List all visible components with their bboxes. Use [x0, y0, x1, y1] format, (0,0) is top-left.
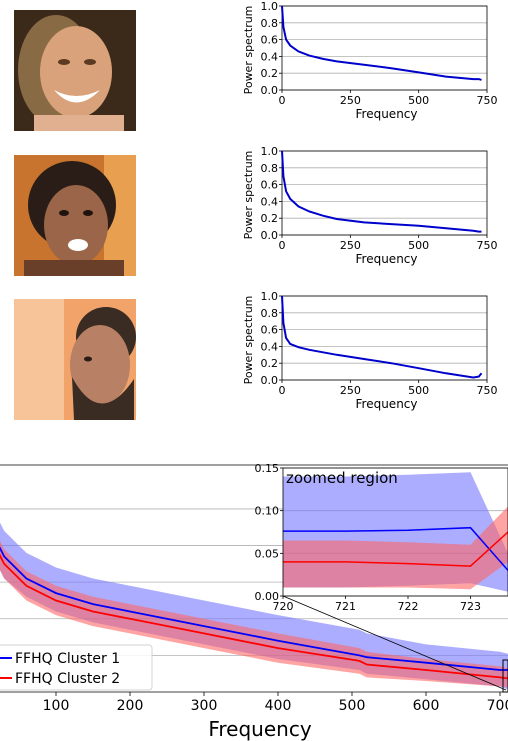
x-tick-label: 700: [487, 698, 508, 714]
y-tick-label: 0.0: [261, 84, 279, 97]
y-tick-label: 0.0: [261, 229, 279, 242]
y-tick-label: 0.6: [261, 324, 279, 337]
inset-x-tick-label: 722: [398, 600, 419, 613]
y-axis-label: Power spectrum: [242, 296, 255, 385]
plot-frame: [281, 295, 488, 381]
x-axis-label: Frequency: [356, 252, 418, 266]
x-axis-label: Frequency: [356, 397, 418, 411]
inset-y-tick-label: 0.15: [255, 462, 280, 475]
y-tick-label: 0.4: [261, 340, 279, 353]
x-tick-label: 0: [279, 384, 286, 397]
comparison-chart: 100 200 300 400 500 600 700 Frequency FFHQ Clust…: [0, 462, 508, 741]
spectrum-line: [281, 5, 482, 81]
face-photo-2-icon: [14, 155, 136, 276]
x-tick-label: 250: [340, 239, 361, 252]
mean-line-series-1: [0, 546, 508, 671]
x-axis-label: Frequency: [208, 717, 311, 741]
inset-y-tick-label: 0.00: [255, 590, 280, 603]
legend-box: [0, 644, 153, 691]
x-tick-label: 200: [117, 698, 144, 714]
x-tick-label: 300: [191, 698, 218, 714]
legend-label: FFHQ Cluster 1: [15, 651, 120, 667]
x-tick-label: 500: [408, 94, 429, 107]
inset-x-tick-label: 721: [335, 600, 356, 613]
face-thumbnail-2: [14, 155, 136, 276]
x-tick-label: 500: [408, 384, 429, 397]
face-thumbnail-1: [14, 10, 136, 131]
zoom-connector: [282, 595, 507, 691]
x-tick-label: 400: [265, 698, 292, 714]
inset-y-tick-label: 0.05: [255, 547, 280, 560]
plot-frame: [281, 5, 488, 91]
band-series-1: [0, 522, 508, 690]
spectrum-chart-2: 0.0 0.2 0.4 0.6 0.8 1.0 0 250 500 750 Frequency Pow…: [242, 145, 498, 266]
spectrum-line: [281, 150, 482, 233]
inset-title: zoomed region: [286, 469, 398, 487]
y-tick-label: 0.8: [261, 307, 279, 320]
x-tick-label: 500: [339, 698, 366, 714]
x-tick-label: 0: [279, 94, 286, 107]
y-tick-label: 0.2: [261, 67, 279, 80]
y-tick-label: 0.6: [261, 179, 279, 192]
x-tick-label: 750: [477, 239, 498, 252]
inset-x-tick-label: 720: [273, 600, 294, 613]
mean-line-series-2: [0, 553, 508, 680]
spectrum-line: [281, 295, 483, 379]
x-tick-label: 500: [408, 239, 429, 252]
spectrum-chart-3: 0.0 0.2 0.4 0.6 0.8 1.0 0 250 500 750 Frequency Pow…: [242, 290, 498, 411]
y-tick-label: 1.0: [261, 290, 279, 303]
face-photo-3-icon: [14, 299, 136, 420]
inset-mean-line-2: [283, 531, 508, 567]
y-tick-label: 0.2: [261, 212, 279, 225]
y-tick-label: 0.2: [261, 357, 279, 370]
inset-frame: [282, 467, 508, 597]
spectrum-chart-1: 0.0 0.2 0.4 0.6 0.8 1.0 0 250 500 750 Frequency Pow…: [242, 0, 498, 121]
y-tick-label: 0.8: [261, 162, 279, 175]
face-photo-1-icon: [14, 10, 136, 131]
y-tick-label: 1.0: [261, 0, 279, 13]
x-axis-label: Frequency: [356, 107, 418, 121]
x-tick-label: 250: [340, 384, 361, 397]
y-tick-label: 1.0: [261, 145, 279, 158]
inset-mean-line-1: [283, 526, 508, 571]
y-axis-label: Power spectrum: [242, 6, 255, 95]
inset-x-tick-label: 723: [460, 600, 481, 613]
x-tick-label: 250: [340, 94, 361, 107]
x-tick-label: 0: [279, 239, 286, 252]
y-tick-label: 0.6: [261, 34, 279, 47]
y-tick-label: 0.0: [261, 374, 279, 387]
face-thumbnail-3: [14, 299, 136, 420]
x-tick-label: 100: [43, 698, 70, 714]
legend: FFHQ Cluster 1 FFHQ Cluster 2: [0, 644, 153, 691]
x-tick-label: 750: [477, 94, 498, 107]
y-tick-label: 0.4: [261, 195, 279, 208]
x-tick-label: 750: [477, 384, 498, 397]
y-tick-label: 0.8: [261, 17, 279, 30]
y-tick-label: 0.4: [261, 50, 279, 63]
plot-frame: [281, 150, 488, 236]
zoom-box: [502, 659, 508, 693]
inset-y-tick-label: 0.10: [255, 505, 280, 518]
inset-band-series-2: [283, 506, 508, 590]
legend-label: FFHQ Cluster 2: [15, 671, 120, 687]
x-tick-label: 600: [413, 698, 440, 714]
y-axis-label: Power spectrum: [242, 151, 255, 240]
zoom-inset: 0.00 0.05 0.10 0.15 720 721 722 723 zoomed regio…: [255, 462, 508, 613]
